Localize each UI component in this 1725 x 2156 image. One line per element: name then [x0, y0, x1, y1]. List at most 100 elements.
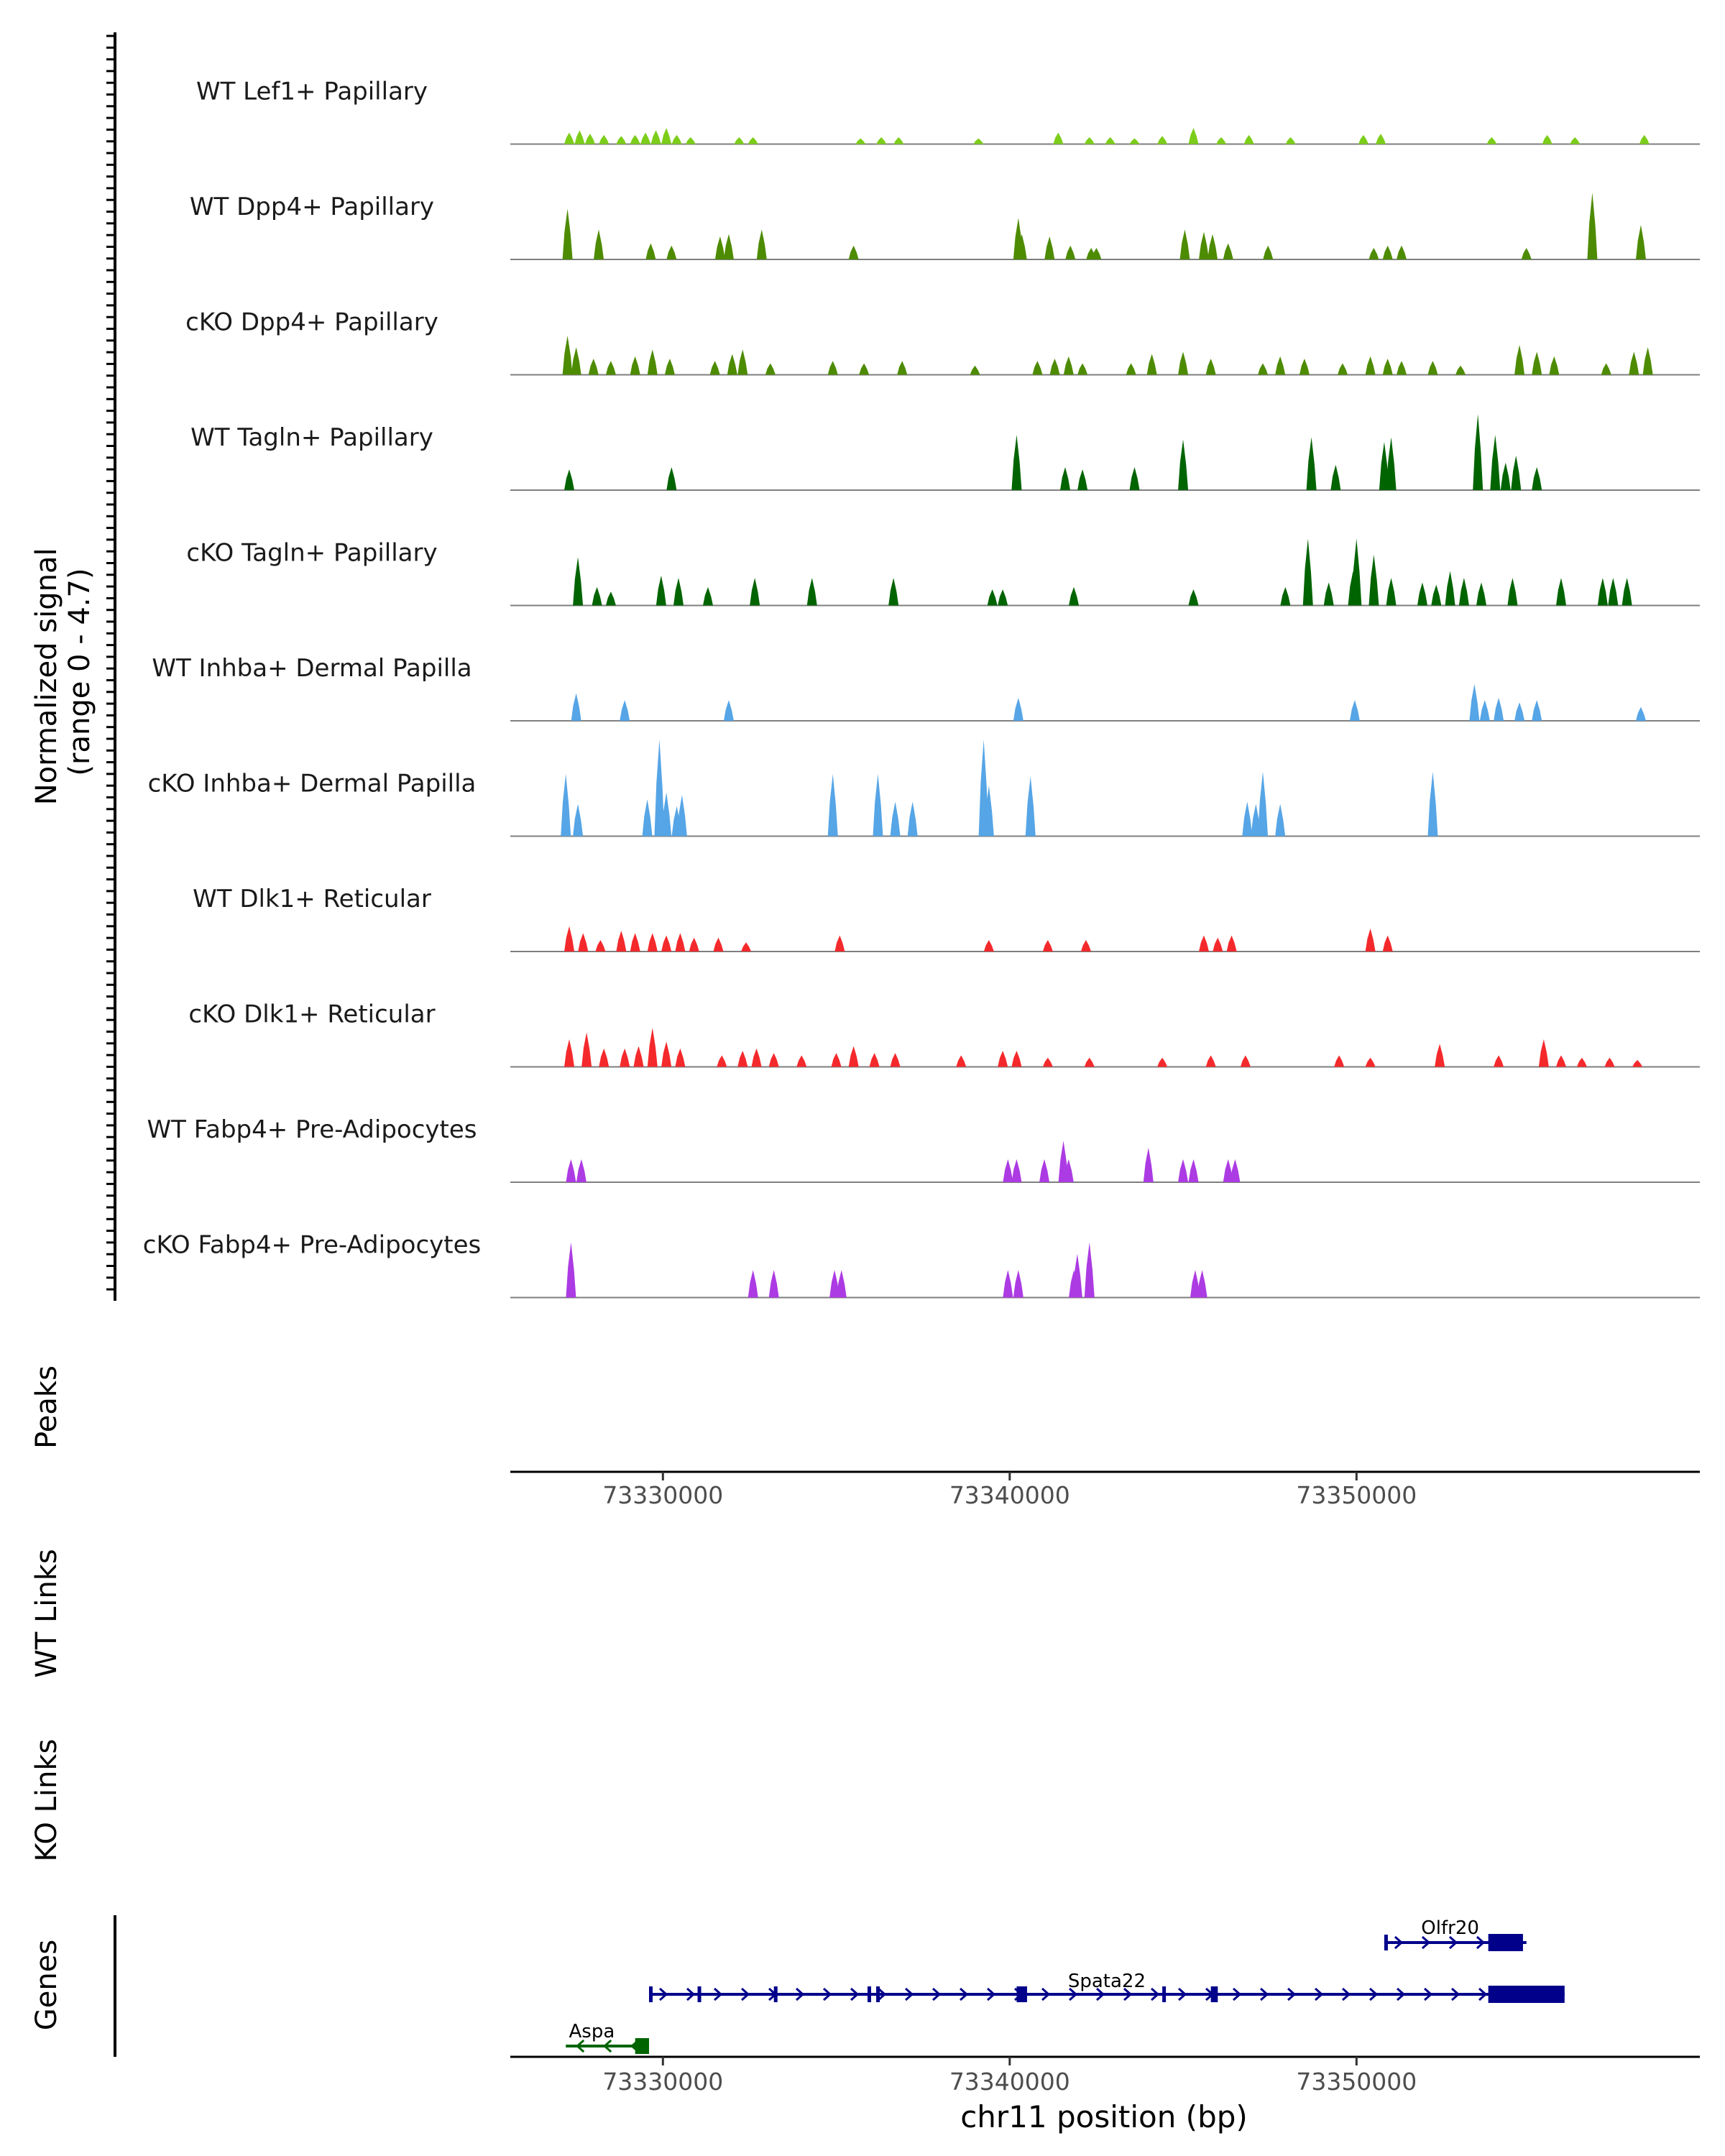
- coverage-peak: [1063, 1158, 1074, 1182]
- coverage-peak: [998, 1051, 1008, 1067]
- strand-chevron: [1342, 1987, 1351, 2001]
- coverage-peak: [1382, 359, 1393, 375]
- coverage-peak: [595, 939, 606, 952]
- strand-chevron: [1476, 1935, 1486, 1950]
- strand-chevron: [1260, 1987, 1269, 2001]
- coverage-peak: [654, 740, 665, 837]
- strand-chevron: [602, 2039, 612, 2053]
- coverage-peak: [1494, 1055, 1504, 1067]
- gene-label: Olfr20: [1421, 1917, 1479, 1939]
- coverage-peak: [1386, 437, 1397, 490]
- coverage-peak: [1129, 466, 1140, 490]
- track: WT Inhba+ Dermal Papilla: [152, 654, 1700, 722]
- coverage-peak: [1190, 1270, 1200, 1298]
- coverage-peak: [1179, 229, 1190, 259]
- coverage-peak: [751, 1048, 762, 1067]
- coverage-peak: [714, 236, 725, 259]
- strand-chevron: [850, 1987, 860, 2001]
- coverage-peak: [1455, 365, 1466, 375]
- coverage-peak: [1065, 245, 1076, 259]
- coverage-peak: [1542, 134, 1552, 144]
- lower-panels: Peaks 73330000 73340000 73350000 WT Links KO …: [30, 1365, 1700, 2096]
- track: cKO Fabp4+ Pre-Adipocytes: [143, 1231, 1700, 1299]
- coverage-peak: [1146, 354, 1157, 375]
- gene-exon: [773, 1986, 778, 2002]
- coverage-peak: [956, 1055, 967, 1067]
- coverage-peak: [1514, 702, 1525, 721]
- coverage-peak: [661, 935, 672, 952]
- coverage-peak: [1555, 1055, 1566, 1067]
- coverage-peak: [574, 130, 585, 144]
- strand-chevron: [960, 1987, 969, 2001]
- coverage-peak: [1458, 578, 1469, 606]
- track-label: cKO Inhba+ Dermal Papilla: [148, 770, 477, 798]
- gene-label: Spata22: [1068, 1971, 1146, 1992]
- coverage-peak: [1635, 706, 1646, 721]
- coverage-peak: [1427, 771, 1438, 837]
- track: WT Fabp4+ Pre-Adipocytes: [147, 1115, 1700, 1183]
- ko-links-track-label: KO Links: [30, 1739, 63, 1862]
- coverage-peak: [1576, 1057, 1587, 1067]
- coverage-peak: [1126, 363, 1136, 375]
- coverage-peak: [1077, 469, 1088, 490]
- coverage-peak: [571, 693, 581, 721]
- strand-chevron: [1096, 1987, 1105, 2001]
- coverage-peak: [713, 937, 724, 952]
- strand-chevron: [575, 2039, 585, 2053]
- strand-chevron: [1123, 1987, 1133, 2001]
- track-label: WT Lef1+ Papillary: [196, 78, 428, 106]
- coverage-peak: [1642, 347, 1653, 375]
- track-label: WT Dlk1+ Reticular: [193, 885, 431, 913]
- coverage-peak: [907, 801, 918, 837]
- coverage-peak: [620, 1048, 630, 1067]
- coverage-peak: [1532, 700, 1542, 721]
- track-label: WT Dpp4+ Papillary: [190, 193, 434, 221]
- coverage-peak: [1143, 1147, 1154, 1182]
- coverage-peak: [630, 356, 640, 375]
- coverage-peak: [1490, 435, 1501, 490]
- coverage-peak: [1511, 455, 1522, 490]
- coverage-peak: [1230, 1158, 1241, 1182]
- coverage-peak: [1330, 464, 1341, 490]
- x-axis-title: chr11 position (bp): [960, 2099, 1248, 2134]
- x-tick-label: 73330000: [602, 1481, 723, 1509]
- coverage-peak: [676, 794, 687, 837]
- coverage-peak: [1016, 234, 1027, 259]
- coverage-peak: [588, 359, 599, 375]
- coverage-peak: [1285, 137, 1296, 144]
- coverage-peak: [1365, 928, 1376, 952]
- coverage-peak: [869, 1053, 880, 1067]
- coverage-peak: [620, 700, 630, 721]
- coverage-peak: [756, 229, 767, 259]
- coverage-peak: [1397, 361, 1407, 375]
- coverage-peak: [893, 137, 904, 144]
- coverage-peak: [1077, 363, 1088, 375]
- coverage-peak: [564, 132, 575, 144]
- coverage-peak: [1013, 1270, 1024, 1298]
- coverage-peak: [599, 1048, 610, 1067]
- gene-model: Olfr20: [1384, 1917, 1527, 1951]
- coverage-peak: [671, 134, 682, 144]
- track: WT Lef1+ Papillary: [196, 78, 1700, 145]
- coverage-peak: [737, 349, 748, 375]
- coverage-peak: [1242, 801, 1253, 837]
- coverage-peak: [1479, 700, 1490, 721]
- coverage-peak: [1445, 571, 1455, 606]
- coverage-peak: [1334, 1055, 1345, 1067]
- x-tick-label: 73330000: [602, 2068, 723, 2096]
- coverage-peak: [1507, 578, 1518, 606]
- coverage-peak: [1500, 462, 1511, 490]
- gene-exon: [1488, 1934, 1523, 1951]
- strand-chevron: [823, 1987, 832, 2001]
- coverage-peak: [599, 134, 610, 144]
- coverage-peak: [1084, 1057, 1095, 1067]
- strand-chevron: [686, 1987, 696, 2001]
- coverage-peak: [1072, 1253, 1082, 1298]
- coverage-peak: [1275, 356, 1286, 375]
- coverage-peak: [1473, 414, 1484, 490]
- coverage-peak: [890, 801, 901, 837]
- coverage-peak: [873, 774, 883, 837]
- coverage-peak: [987, 589, 998, 606]
- coverage-peak: [689, 937, 699, 952]
- coverage-peak: [564, 926, 575, 952]
